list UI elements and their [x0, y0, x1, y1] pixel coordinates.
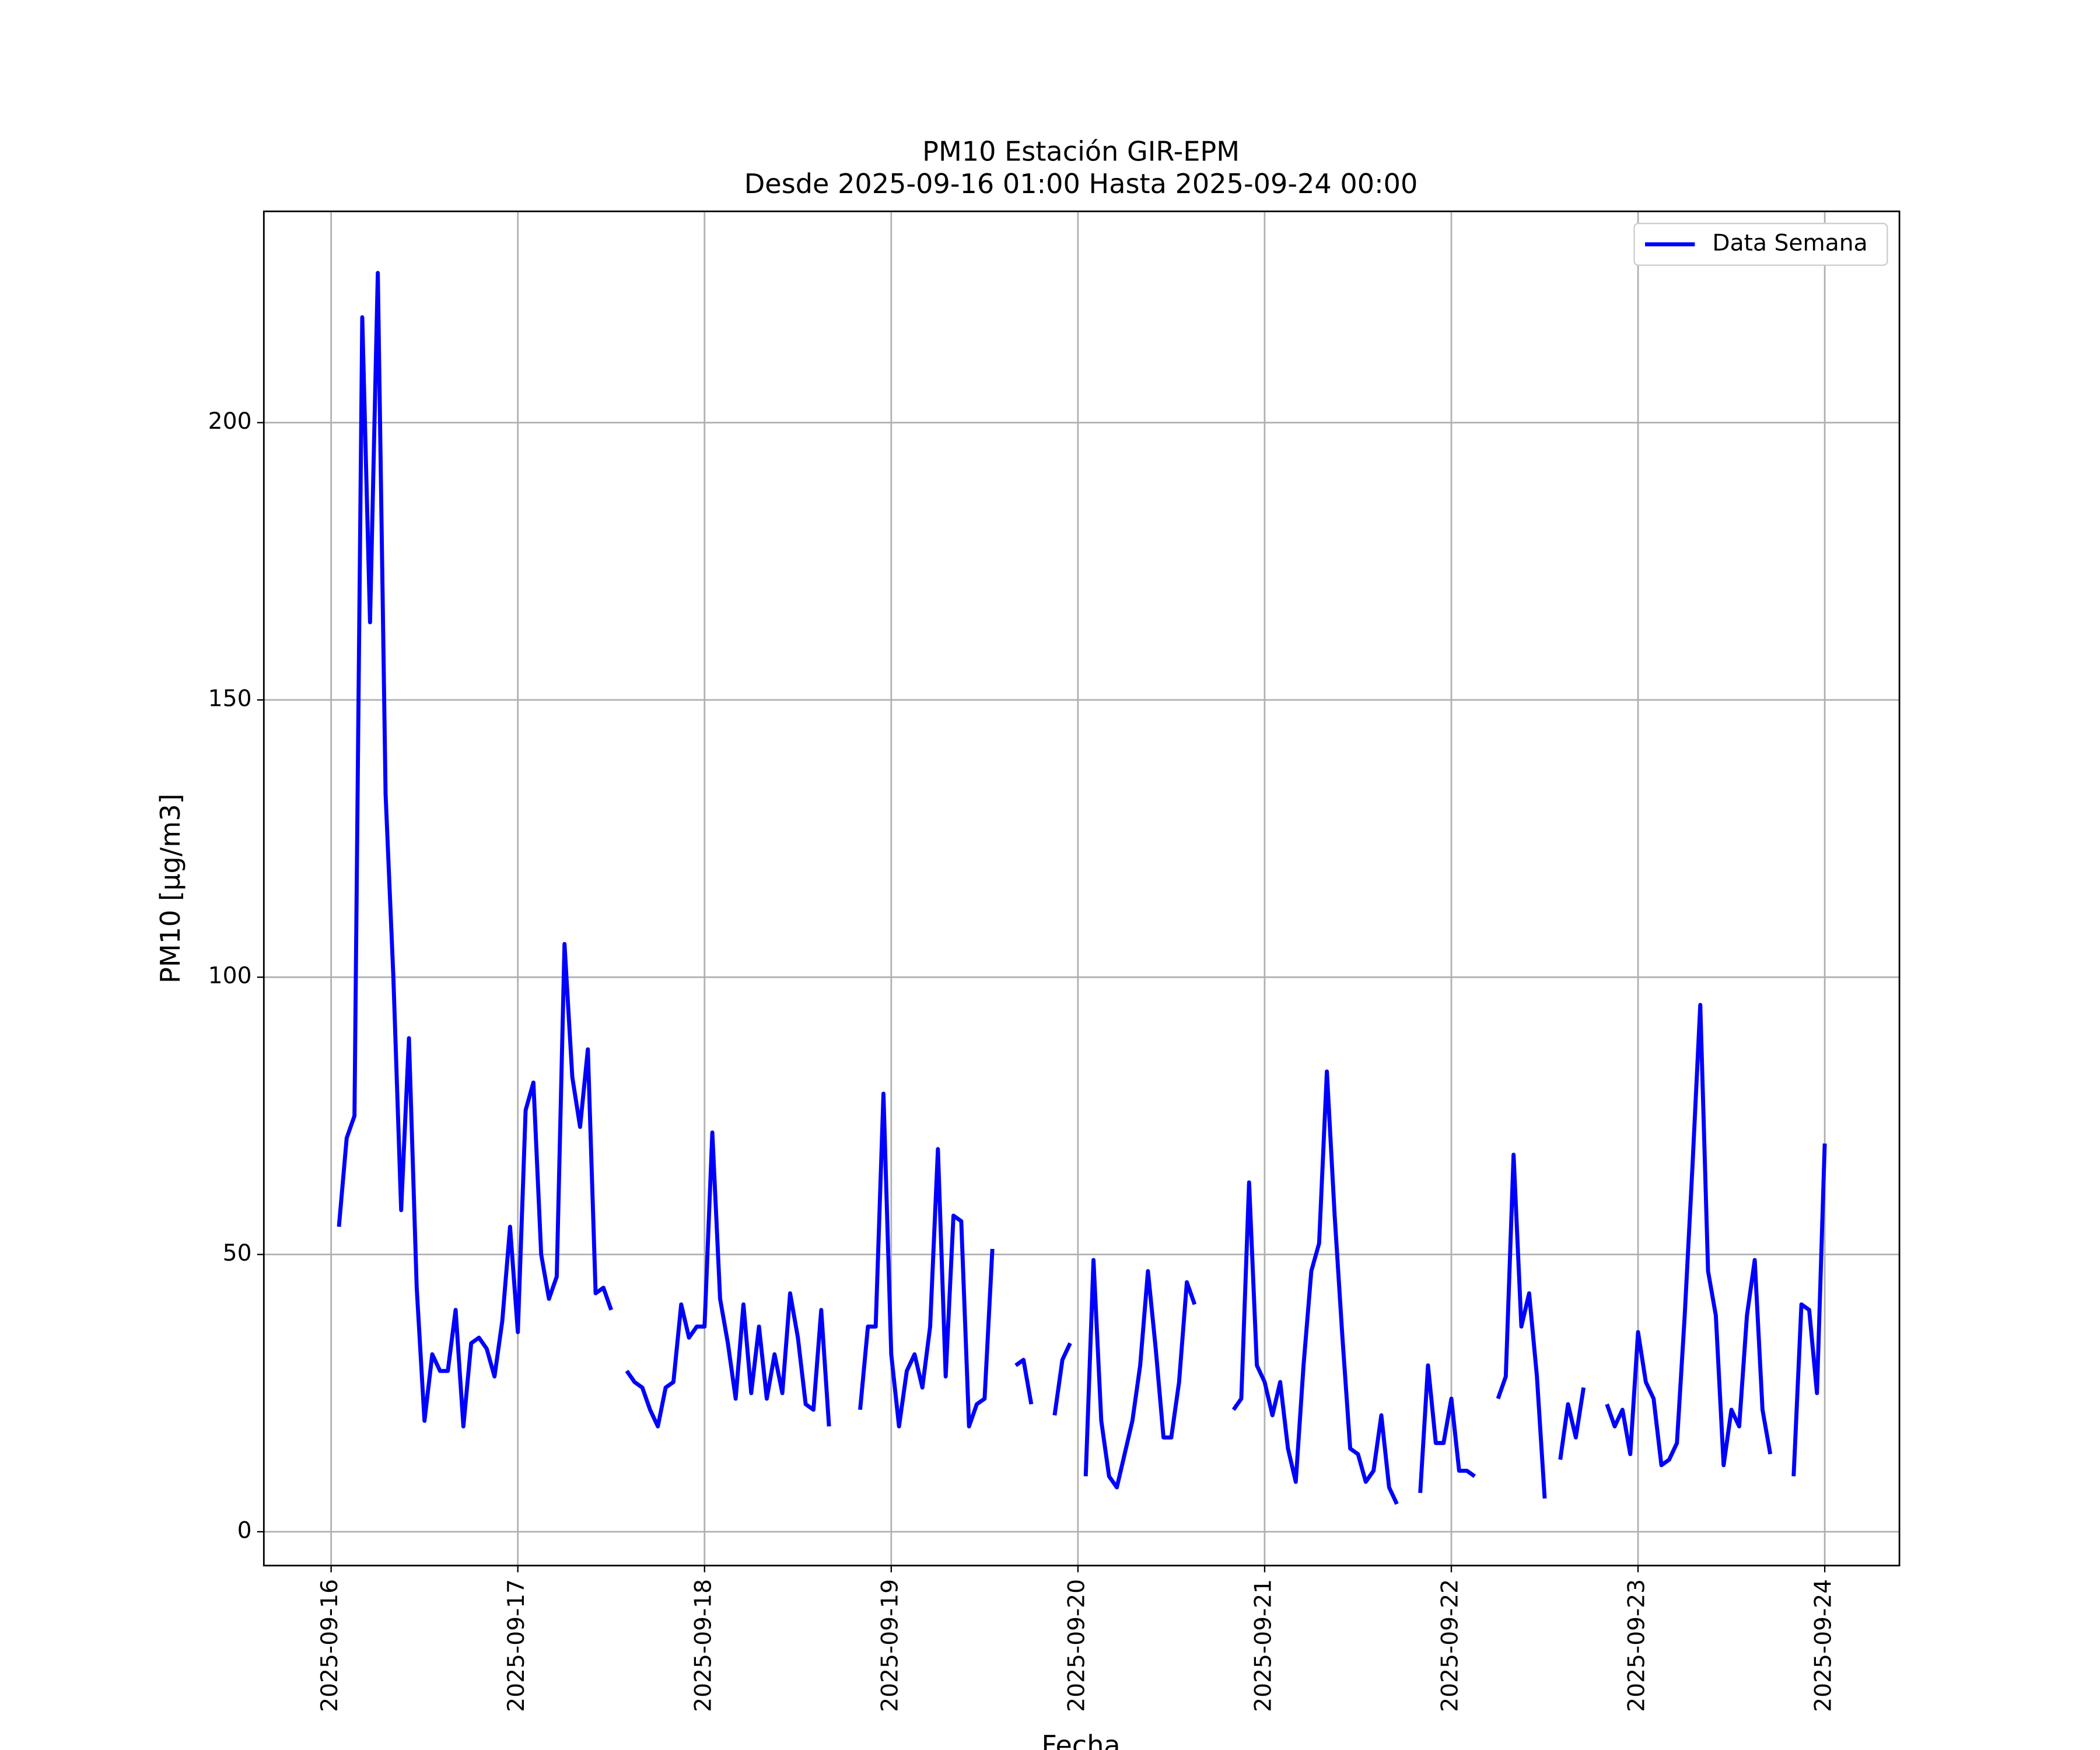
y-tick-label: 50 [223, 1240, 252, 1266]
legend: Data Semana [1633, 222, 1888, 266]
x-tick-label: 2025-09-16 [317, 1579, 343, 1712]
axes-frame [262, 210, 1901, 1567]
y-axis-label: PM10 [μg/m3] [155, 793, 186, 984]
grid [264, 211, 1900, 1566]
x-tick-label: 2025-09-21 [1250, 1579, 1276, 1712]
legend-box [1633, 222, 1888, 266]
ticks: 0 50 100 150 200 2025-09-16 2025-09-17 2025-09-… [208, 408, 1837, 1712]
x-tick-label: 2025-09-23 [1624, 1579, 1650, 1712]
y-tick-label: 100 [208, 963, 252, 989]
x-axis-label: Fecha [1041, 1730, 1120, 1750]
x-tick-label: 2025-09-22 [1437, 1579, 1464, 1712]
x-tick-label: 2025-09-18 [690, 1579, 716, 1712]
legend-label: Data Semana [1712, 230, 1867, 256]
x-tick-label: 2025-09-19 [877, 1579, 903, 1712]
x-tick-label: 2025-09-20 [1063, 1579, 1090, 1712]
chart-title: PM10 Estación GIR-EPM [922, 136, 1240, 167]
y-tick-label: 200 [208, 408, 252, 435]
chart-subtitle: Desde 2025-09-16 01:00 Hasta 2025-09-24 … [744, 168, 1418, 200]
y-tick-label: 150 [208, 685, 252, 712]
y-tick-label: 0 [237, 1517, 252, 1544]
data-line [337, 271, 1827, 1505]
x-tick-label: 2025-09-17 [503, 1579, 530, 1712]
x-tick-label: 2025-09-24 [1811, 1579, 1837, 1712]
plot [337, 271, 1827, 1505]
